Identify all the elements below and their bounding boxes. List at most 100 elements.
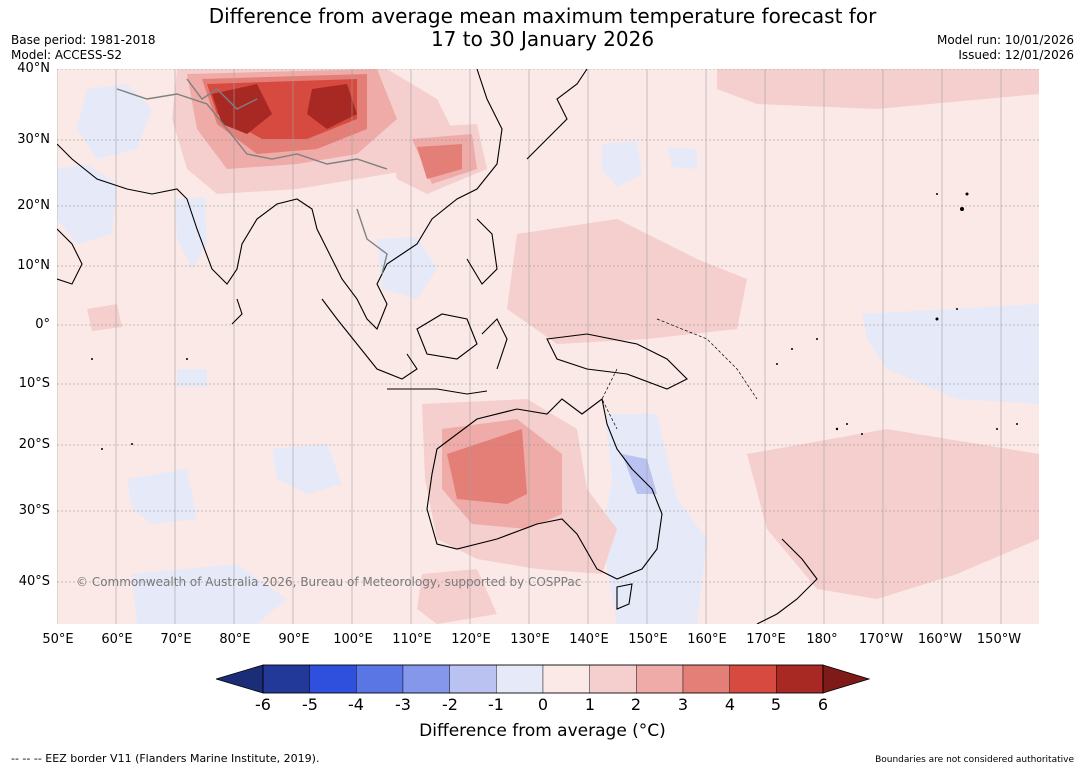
border-central-asia bbox=[186, 78, 258, 110]
coastlines bbox=[57, 69, 818, 624]
anomaly-contours bbox=[57, 69, 1039, 624]
cool-patch-pacific-north-2 bbox=[667, 147, 697, 169]
lon-label: 150°W bbox=[976, 632, 1022, 647]
colorbar-cell bbox=[309, 664, 357, 694]
cool-patch-indian-ocean bbox=[272, 444, 342, 494]
coastline-tasmania bbox=[616, 583, 633, 610]
warm-patch-china-3-4 bbox=[417, 144, 462, 179]
country-borders bbox=[116, 78, 388, 275]
lon-label: 150°E bbox=[628, 632, 668, 647]
colorbar-cell bbox=[682, 664, 730, 694]
lon-label: 130°E bbox=[510, 632, 550, 647]
colorbar-frame bbox=[262, 664, 824, 694]
warm-patch-mongolia-5-6 bbox=[307, 84, 357, 129]
cool-patch-pacific-north bbox=[602, 141, 642, 187]
warm-patch-north-pacific bbox=[717, 69, 1039, 109]
forecast-map bbox=[57, 69, 1039, 624]
warm-patch-australia-3-4 bbox=[447, 429, 527, 504]
lat-label: 10°S bbox=[18, 376, 50, 391]
coastline-philippines bbox=[466, 218, 498, 285]
colorbar-tick: 4 bbox=[724, 695, 736, 714]
copyright-notice: © Commonwealth of Australia 2026, Bureau… bbox=[76, 575, 582, 589]
colorbar-cell bbox=[776, 664, 824, 694]
lon-label: 140°E bbox=[569, 632, 609, 647]
lat-label: 10°N bbox=[17, 258, 50, 273]
map-title: Difference from average mean maximum tem… bbox=[0, 5, 1085, 51]
title-line-2: 17 to 30 January 2026 bbox=[430, 27, 655, 51]
coastline-arabia bbox=[57, 228, 83, 285]
eez-border-2 bbox=[601, 368, 618, 430]
colorbar bbox=[216, 664, 870, 694]
colorbar-label: Difference from average (°C) bbox=[419, 721, 666, 741]
issued-date: Issued: 12/01/2026 bbox=[958, 48, 1074, 62]
coastline-asia bbox=[57, 69, 503, 330]
warm-patch-south-australia bbox=[417, 569, 497, 624]
lat-label: 40°N bbox=[17, 61, 50, 76]
lat-label: 20°N bbox=[17, 198, 50, 213]
lon-label: 160°W bbox=[917, 632, 963, 647]
border-himalaya bbox=[116, 88, 388, 170]
colorbar-tick: 5 bbox=[770, 695, 782, 714]
colorbar-cell bbox=[542, 664, 590, 694]
cool-patch-queensland bbox=[622, 454, 657, 494]
lat-label: 40°S bbox=[18, 574, 50, 589]
colorbar-tick: -4 bbox=[348, 695, 364, 714]
pacific-islands bbox=[91, 192, 1018, 450]
lon-label: 60°E bbox=[101, 632, 133, 647]
title-line-1: Difference from average mean maximum tem… bbox=[208, 4, 877, 28]
colorbar-tick: 2 bbox=[630, 695, 642, 714]
meta-left: Base period: 1981-2018 Model: ACCESS-S2 bbox=[11, 33, 156, 63]
colorbar-cell bbox=[449, 664, 497, 694]
colorbar-cell bbox=[636, 664, 684, 694]
cool-patch-central-pacific bbox=[862, 304, 1039, 404]
colorbar-tick: -5 bbox=[302, 695, 318, 714]
lat-label: 30°S bbox=[18, 503, 50, 518]
colorbar-cells bbox=[262, 664, 824, 694]
colorbar-tick: -1 bbox=[488, 695, 504, 714]
coastline-borneo bbox=[416, 313, 478, 360]
colorbar-cell bbox=[589, 664, 637, 694]
cool-patch-indian-ocean-west bbox=[127, 469, 197, 524]
border-indochina bbox=[356, 208, 388, 275]
eez-legend-note: -- -- -- EEZ border V11 (Flanders Marine… bbox=[11, 752, 320, 765]
base-period: Base period: 1981-2018 bbox=[11, 33, 156, 47]
lat-label: 20°S bbox=[18, 437, 50, 452]
coastline-sumatra bbox=[321, 298, 418, 380]
cool-patch-small bbox=[177, 369, 207, 387]
warm-patch-arabian-sea bbox=[87, 304, 122, 331]
lon-label: 170°E bbox=[746, 632, 786, 647]
coastline-australia bbox=[426, 398, 663, 580]
colorbar-tick: -3 bbox=[395, 695, 411, 714]
cool-patch-arabia bbox=[57, 164, 117, 244]
colorbar-tick: -6 bbox=[255, 695, 271, 714]
colorbar-cell bbox=[402, 664, 450, 694]
coastline-sulawesi bbox=[481, 318, 508, 370]
colorbar-cell bbox=[496, 664, 544, 694]
model-name: Model: ACCESS-S2 bbox=[11, 48, 123, 62]
lat-label: 0° bbox=[35, 317, 50, 332]
coastline-japan bbox=[526, 69, 588, 160]
lon-label: 120°E bbox=[451, 632, 491, 647]
colorbar-over-arrow bbox=[822, 664, 870, 694]
longitude-gridlines bbox=[57, 69, 1002, 624]
warm-patch-west-pacific bbox=[507, 219, 747, 344]
lon-label: 110°E bbox=[392, 632, 432, 647]
lon-label: 80°E bbox=[219, 632, 251, 647]
eez-borders bbox=[601, 318, 758, 430]
warm-patch-tibet-5-6 bbox=[212, 84, 272, 134]
lon-label: 100°E bbox=[333, 632, 373, 647]
coastline-java bbox=[387, 388, 488, 395]
colorbar-tick: 6 bbox=[817, 695, 829, 714]
cool-patch-indochina bbox=[377, 237, 437, 299]
colorbar-tick: 3 bbox=[677, 695, 689, 714]
cool-patch-india bbox=[175, 197, 207, 269]
lon-label: 180° bbox=[806, 632, 838, 647]
colorbar-cell bbox=[262, 664, 310, 694]
cool-patch-southern-ocean bbox=[132, 564, 287, 624]
warm-patch-south-pacific bbox=[747, 429, 1039, 599]
colorbar-under-arrow bbox=[216, 664, 264, 694]
lon-label: 90°E bbox=[278, 632, 310, 647]
lat-label: 30°N bbox=[17, 132, 50, 147]
coastline-new-guinea bbox=[546, 333, 688, 390]
colorbar-tick: 0 bbox=[537, 695, 549, 714]
